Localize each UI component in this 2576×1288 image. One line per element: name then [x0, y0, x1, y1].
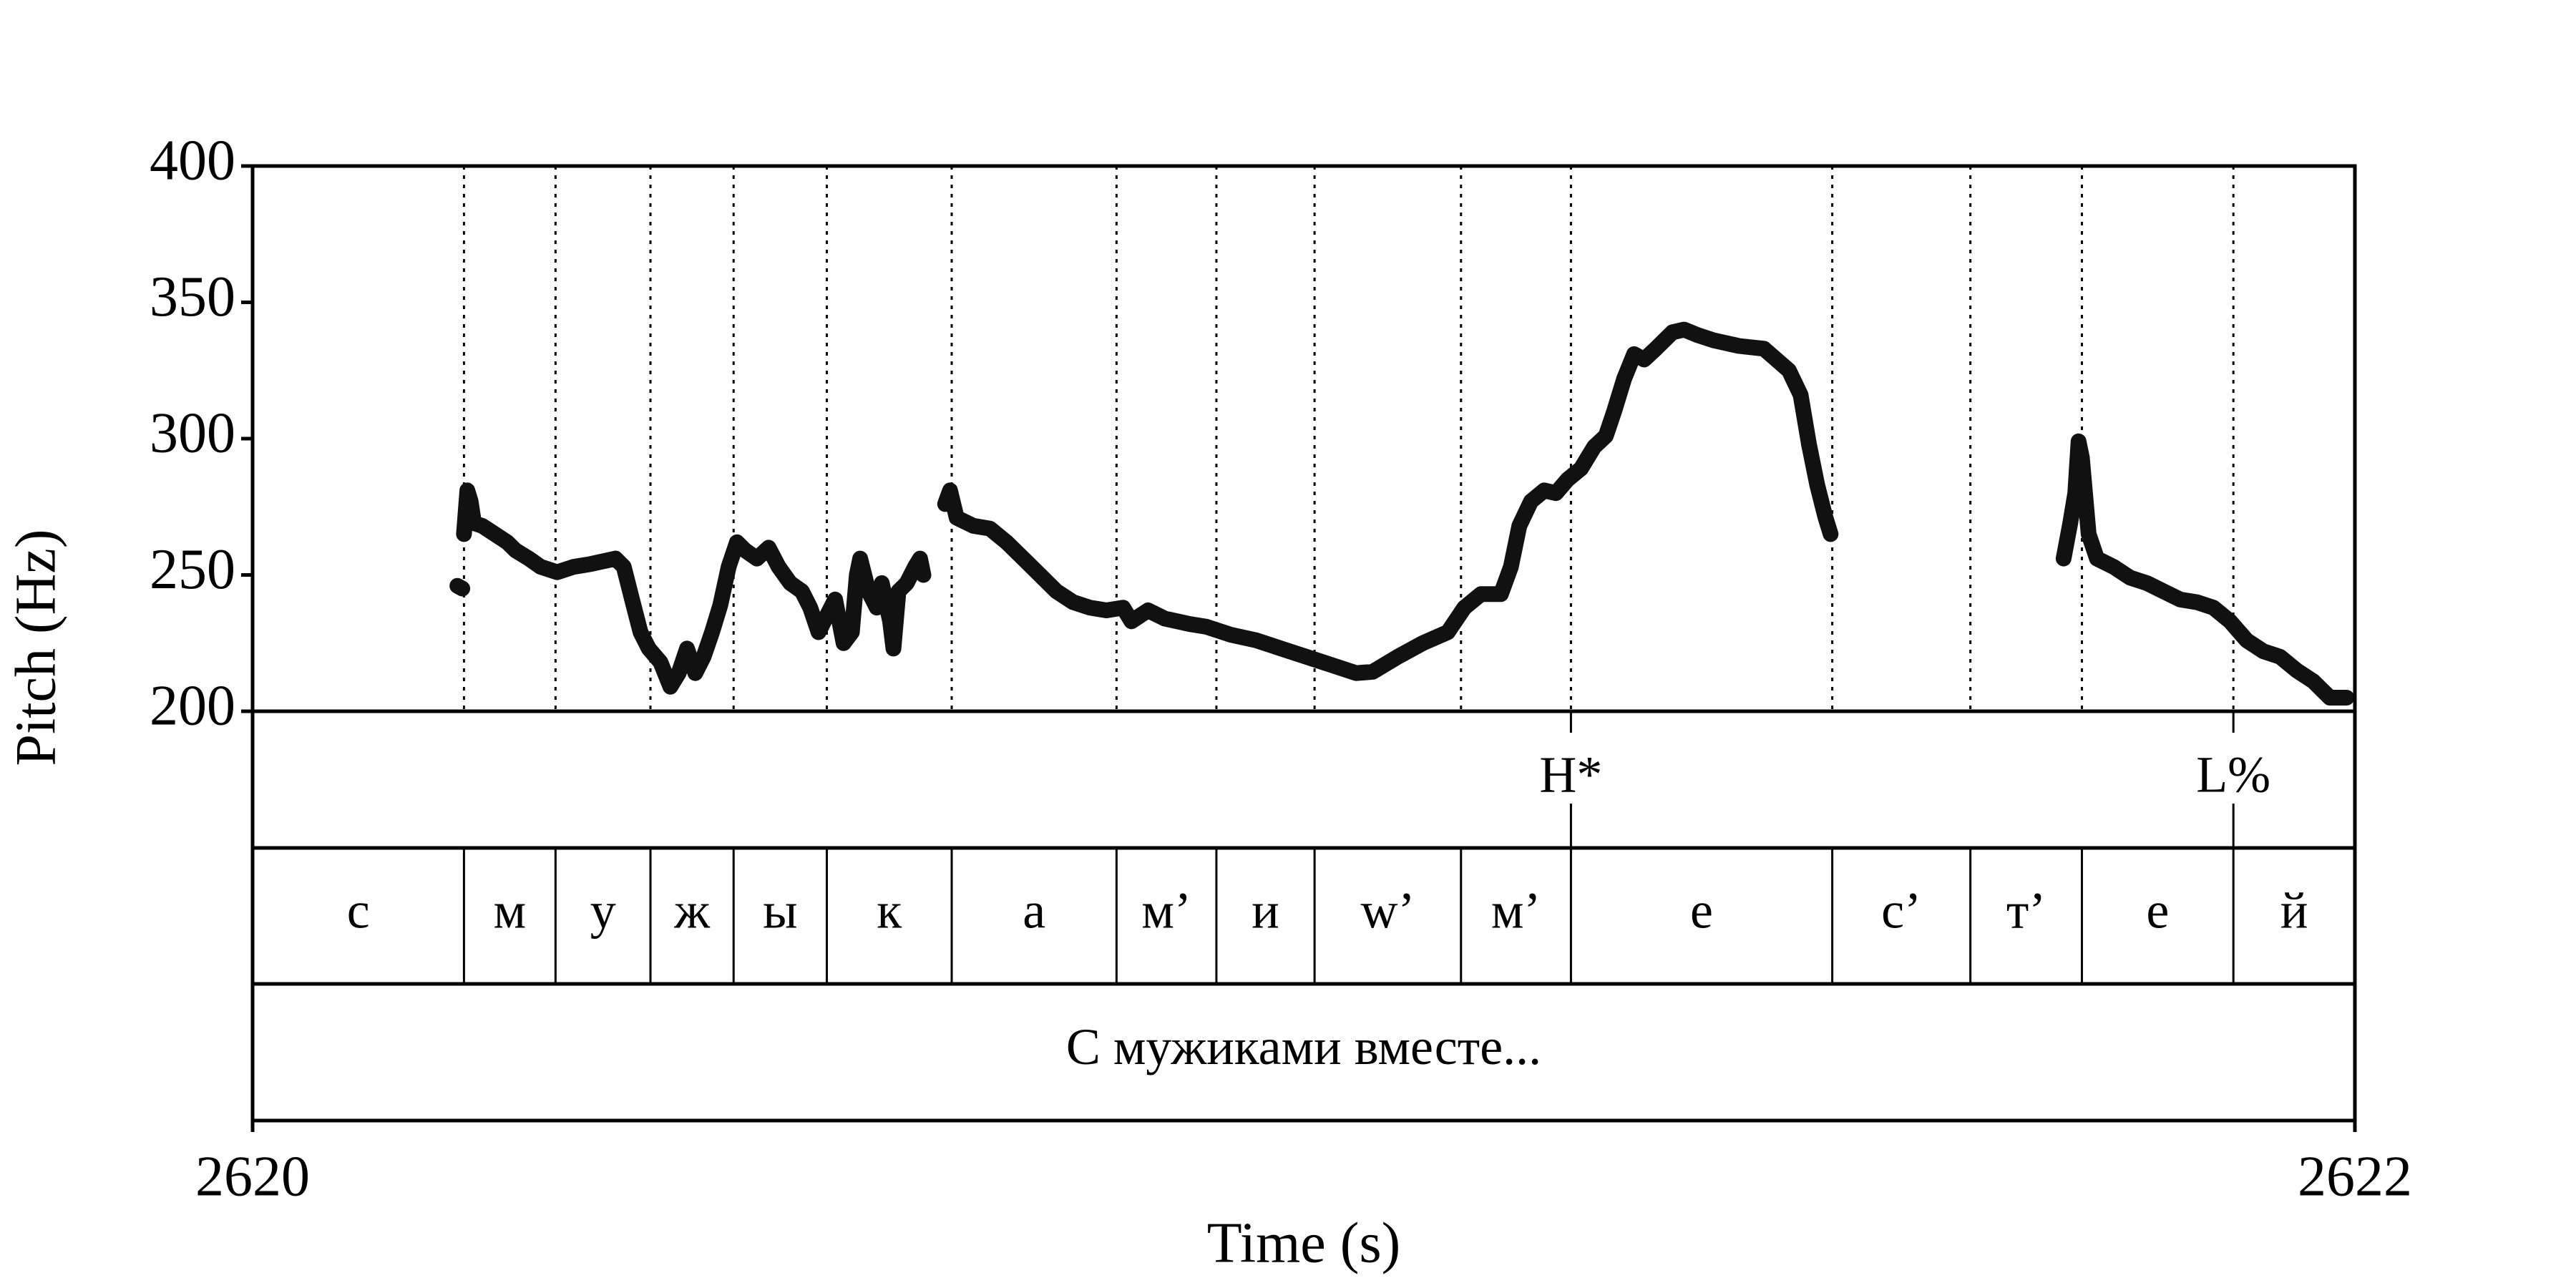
segment-label: м — [494, 882, 527, 940]
segment-label: с — [347, 882, 370, 940]
y-tick-label: 200 — [150, 674, 235, 737]
x-tick-label: 2620 — [195, 1145, 310, 1208]
segment-label: ж — [673, 882, 711, 940]
plot-frame — [250, 164, 2357, 1123]
y-tick-label: 300 — [150, 401, 235, 464]
segment-label: и — [1252, 882, 1279, 940]
y-tick-label: 400 — [150, 129, 235, 192]
pitch-track — [449, 321, 2355, 706]
tone-label: L% — [2196, 746, 2270, 804]
segment-label: м’ — [1491, 882, 1541, 940]
segment-label: м’ — [1141, 882, 1191, 940]
segment-label: с’ — [1881, 882, 1921, 940]
segment-label: ы — [763, 882, 797, 940]
segment-label: у — [590, 882, 616, 940]
y-tick-label: 250 — [150, 538, 235, 601]
x-axis-label: Time (s) — [1207, 1211, 1400, 1274]
segment-label: т’ — [2006, 882, 2046, 940]
segment-label: а — [1023, 882, 1045, 940]
x-tick-label: 2622 — [2298, 1145, 2412, 1208]
segment-label: е — [1690, 882, 1713, 940]
y-axis-label: Pitch (Hz) — [4, 529, 67, 766]
tone-label: H* — [1539, 746, 1602, 804]
word-label: С мужиками вместе... — [1066, 1018, 1541, 1075]
segment-label: к — [877, 882, 902, 940]
segment-label: й — [2280, 882, 2308, 940]
y-tick-label: 350 — [150, 265, 235, 328]
segment-label: е — [2146, 882, 2169, 940]
segment-label: w’ — [1360, 882, 1415, 940]
